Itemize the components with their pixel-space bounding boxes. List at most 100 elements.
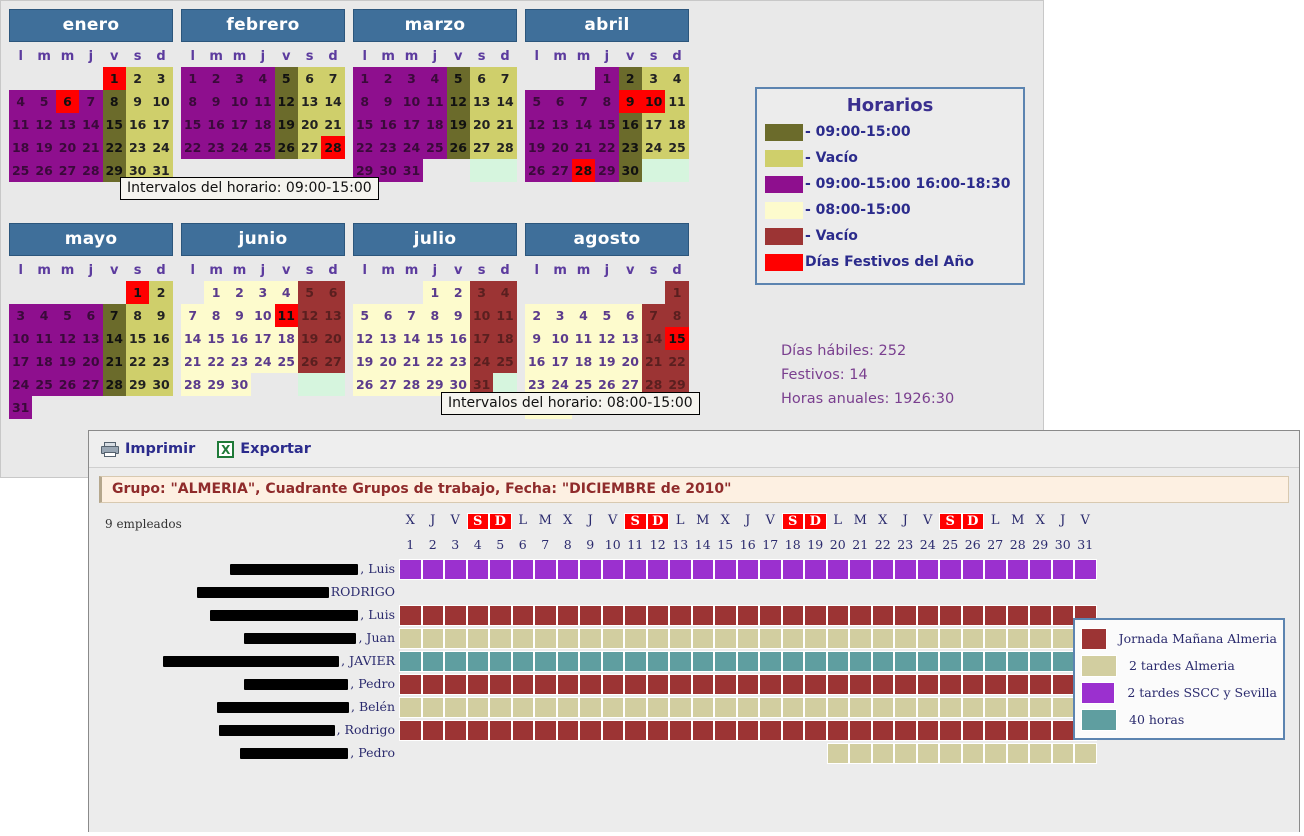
calendar-day[interactable]: 17	[149, 113, 173, 136]
calendar-day[interactable]: 19	[595, 350, 619, 373]
calendar-day[interactable]: 16	[204, 113, 228, 136]
calendar-day[interactable]: 23	[149, 350, 173, 373]
calendar-day[interactable]: 25	[274, 350, 298, 373]
calendar-day[interactable]: 31	[149, 159, 173, 182]
schedule-cell[interactable]	[1006, 651, 1029, 672]
schedule-cell[interactable]	[759, 559, 782, 580]
calendar-day[interactable]: 13	[297, 90, 322, 113]
schedule-cell[interactable]	[511, 720, 534, 741]
schedule-cell[interactable]	[421, 605, 444, 626]
calendar-day[interactable]: 1	[181, 67, 205, 90]
calendar-day[interactable]: 10	[641, 90, 666, 113]
calendar-day[interactable]: 20	[55, 136, 80, 159]
schedule-cell[interactable]	[916, 605, 939, 626]
schedule-cell[interactable]	[624, 697, 647, 718]
schedule-cell[interactable]	[511, 605, 534, 626]
calendar-day[interactable]: 11	[571, 327, 596, 350]
schedule-cell[interactable]	[894, 743, 917, 764]
calendar-day[interactable]: 13	[469, 90, 494, 113]
schedule-cell[interactable]	[1051, 651, 1074, 672]
schedule-cell[interactable]	[466, 674, 489, 695]
calendar-day[interactable]: 19	[525, 136, 549, 159]
schedule-cell[interactable]	[444, 674, 467, 695]
schedule-cell[interactable]	[466, 628, 489, 649]
calendar-day[interactable]: 15	[204, 327, 228, 350]
calendar-day[interactable]: 29	[102, 159, 126, 182]
schedule-cell[interactable]	[759, 651, 782, 672]
calendar-day[interactable]: 21	[399, 350, 424, 373]
schedule-cell[interactable]	[804, 628, 827, 649]
calendar-day[interactable]: 13	[618, 327, 642, 350]
calendar-day[interactable]: 23	[125, 136, 150, 159]
schedule-cell[interactable]	[669, 720, 692, 741]
schedule-cell[interactable]	[579, 651, 602, 672]
schedule-cell[interactable]	[781, 674, 804, 695]
calendar-day[interactable]: 11	[32, 327, 56, 350]
calendar-day[interactable]: 14	[493, 90, 517, 113]
calendar-day[interactable]: 4	[665, 67, 689, 90]
calendar-day[interactable]: 27	[469, 136, 494, 159]
schedule-cell[interactable]	[1006, 628, 1029, 649]
schedule-cell[interactable]	[939, 697, 962, 718]
calendar-day[interactable]: 10	[9, 327, 33, 350]
calendar-day[interactable]: 19	[55, 350, 80, 373]
schedule-cell[interactable]	[421, 651, 444, 672]
schedule-cell[interactable]	[804, 720, 827, 741]
schedule-cell[interactable]	[961, 720, 984, 741]
schedule-cell[interactable]	[894, 697, 917, 718]
schedule-cell[interactable]	[849, 674, 872, 695]
calendar-day[interactable]: 23	[446, 350, 470, 373]
schedule-cell[interactable]	[399, 605, 422, 626]
calendar-day[interactable]: 5	[297, 281, 322, 304]
calendar-day[interactable]: 17	[227, 113, 252, 136]
calendar-day[interactable]: 15	[102, 113, 126, 136]
schedule-cell[interactable]	[511, 628, 534, 649]
schedule-cell[interactable]	[646, 605, 669, 626]
schedule-cell[interactable]	[871, 651, 894, 672]
schedule-cell[interactable]	[1051, 720, 1074, 741]
schedule-cell[interactable]	[466, 559, 489, 580]
schedule-cell[interactable]	[646, 720, 669, 741]
schedule-cell[interactable]	[759, 697, 782, 718]
calendar-day[interactable]: 26	[297, 350, 322, 373]
calendar-day[interactable]: 29	[423, 373, 447, 396]
calendar-day[interactable]: 18	[251, 113, 275, 136]
schedule-cell[interactable]	[849, 605, 872, 626]
calendar-day[interactable]: 28	[571, 159, 596, 182]
calendar-day[interactable]: 12	[55, 327, 80, 350]
calendar-day[interactable]: 28	[181, 373, 205, 396]
schedule-cell[interactable]	[759, 628, 782, 649]
calendar-day[interactable]: 22	[204, 350, 228, 373]
schedule-cell[interactable]	[1029, 559, 1052, 580]
schedule-cell[interactable]	[781, 720, 804, 741]
calendar-day[interactable]: 20	[618, 350, 642, 373]
schedule-cell[interactable]	[961, 674, 984, 695]
schedule-cell[interactable]	[1006, 743, 1029, 764]
calendar-day[interactable]: 8	[204, 304, 228, 327]
calendar-day[interactable]: 3	[548, 304, 572, 327]
calendar-day[interactable]: 21	[102, 350, 126, 373]
calendar-day[interactable]: 2	[618, 67, 642, 90]
schedule-cell[interactable]	[826, 628, 849, 649]
schedule-cell[interactable]	[466, 697, 489, 718]
schedule-cell[interactable]	[961, 743, 984, 764]
calendar-day[interactable]: 25	[32, 373, 56, 396]
export-button[interactable]: X Exportar	[217, 440, 311, 458]
calendar-day[interactable]: 20	[297, 113, 322, 136]
calendar-day[interactable]: 26	[446, 136, 470, 159]
schedule-cell[interactable]	[871, 674, 894, 695]
schedule-cell[interactable]	[804, 674, 827, 695]
calendar-day[interactable]: 5	[595, 304, 619, 327]
calendar-day[interactable]: 6	[469, 67, 494, 90]
schedule-cell[interactable]	[421, 628, 444, 649]
calendar-day[interactable]: 24	[399, 136, 424, 159]
schedule-cell[interactable]	[939, 743, 962, 764]
calendar-day[interactable]: 16	[149, 327, 173, 350]
calendar-day[interactable]: 15	[125, 327, 150, 350]
schedule-cell[interactable]	[984, 674, 1007, 695]
schedule-cell[interactable]	[556, 674, 579, 695]
schedule-cell[interactable]	[624, 651, 647, 672]
calendar-day[interactable]: 3	[227, 67, 252, 90]
schedule-cell[interactable]	[804, 605, 827, 626]
calendar-day[interactable]: 18	[493, 327, 517, 350]
